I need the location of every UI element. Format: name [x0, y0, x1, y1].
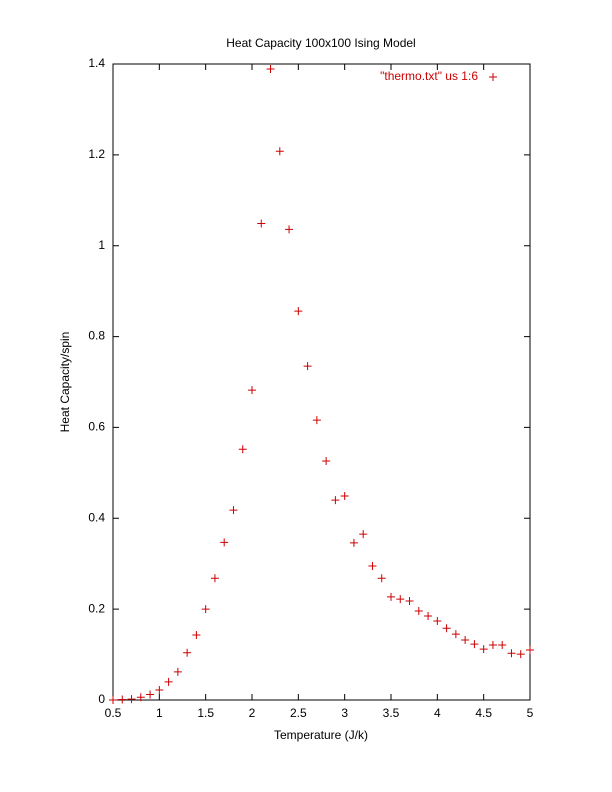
point: [359, 530, 368, 539]
point: [155, 686, 164, 695]
point: [507, 649, 516, 658]
point: [136, 693, 145, 702]
x-tick-label: 1: [156, 706, 163, 720]
point: [461, 636, 470, 645]
x-tick-label: 2.5: [290, 706, 307, 720]
point: [442, 624, 451, 633]
y-tick-label: 0: [98, 692, 105, 706]
x-tick-label: 2: [249, 706, 256, 720]
x-tick-label: 3: [341, 706, 348, 720]
legend-marker: [489, 73, 497, 81]
x-tick-label: 4.5: [475, 706, 492, 720]
point: [192, 631, 201, 640]
point: [257, 219, 266, 228]
point: [275, 147, 284, 156]
x-axis-label: Temperature (J/k): [274, 728, 368, 742]
chart-title: Heat Capacity 100x100 Ising Model: [226, 36, 415, 50]
point: [526, 646, 534, 655]
point: [377, 574, 386, 583]
point: [238, 445, 247, 454]
point: [220, 538, 229, 547]
point: [285, 225, 294, 234]
y-tick-label: 0.4: [88, 510, 105, 524]
y-tick-label: 0.2: [88, 601, 105, 615]
point: [146, 690, 155, 699]
y-tick-label: 1.2: [88, 147, 105, 161]
y-tick-label: 0.8: [88, 329, 105, 343]
point: [516, 650, 525, 659]
point: [451, 630, 460, 639]
point: [229, 506, 238, 515]
point: [405, 596, 414, 605]
x-tick-label: 3.5: [383, 706, 400, 720]
point: [470, 640, 479, 649]
point: [118, 695, 127, 704]
x-tick-label: 5: [527, 706, 534, 720]
y-axis-label: Heat Capacity/spin: [58, 332, 72, 433]
point: [294, 307, 303, 316]
point: [173, 667, 182, 676]
x-tick-label: 0.5: [105, 706, 122, 720]
x-tick-label: 1.5: [197, 706, 214, 720]
point: [433, 616, 442, 625]
point: [396, 595, 405, 604]
point: [424, 611, 433, 620]
legend-label: "thermo.txt" us 1:6: [380, 69, 478, 83]
y-tick-label: 1.4: [88, 56, 105, 70]
point: [266, 64, 275, 73]
point: [303, 362, 312, 371]
point: [127, 695, 136, 704]
point: [479, 645, 488, 654]
plot-frame: [112, 63, 531, 701]
point: [349, 538, 358, 547]
point: [183, 648, 192, 657]
point: [164, 677, 173, 686]
point: [414, 606, 423, 615]
point: [312, 416, 321, 425]
point: [109, 696, 117, 704]
point: [387, 592, 395, 601]
point: [331, 496, 340, 505]
point: [322, 457, 331, 466]
point: [488, 641, 497, 650]
point: [201, 605, 210, 614]
y-tick-label: 1: [98, 238, 105, 252]
point: [340, 492, 349, 501]
x-tick-label: 4: [434, 706, 441, 720]
y-tick-label: 0.6: [88, 420, 105, 434]
point: [498, 641, 507, 650]
point: [248, 386, 256, 395]
point: [210, 574, 219, 583]
point: [368, 561, 377, 570]
